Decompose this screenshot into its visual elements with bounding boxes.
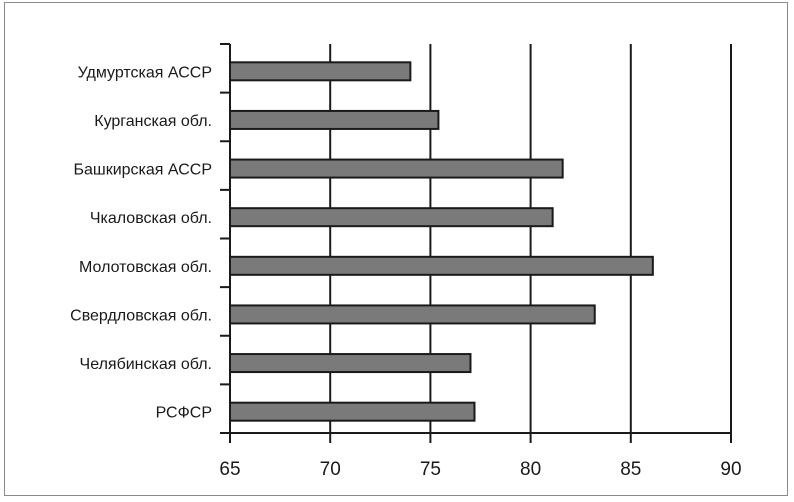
grid-lines	[329, 44, 732, 443]
category-label: Башкирская АССР	[73, 162, 212, 179]
x-tick-label: 75	[420, 459, 441, 480]
bar	[229, 304, 596, 325]
bar	[229, 61, 412, 82]
x-tick-label: 70	[320, 459, 341, 480]
category-label: Удмуртская АССР	[78, 64, 212, 81]
bar	[229, 158, 564, 179]
x-tick-label: 85	[620, 459, 641, 480]
bar	[229, 207, 554, 228]
category-label: Чкаловская обл.	[90, 210, 212, 227]
bars	[229, 61, 654, 422]
x-tick-label: 65	[219, 459, 240, 480]
labels: 65 70 75 80 85 90 Удмуртская АССР Курганская об…	[70, 64, 741, 480]
category-label: Свердловская обл.	[70, 307, 212, 324]
category-label: Курганская обл.	[94, 113, 212, 130]
axes	[220, 43, 731, 443]
bar	[229, 353, 472, 374]
x-tick-label: 80	[520, 459, 541, 480]
category-label: Молотовская обл.	[79, 259, 212, 276]
category-label: РСФСР	[156, 405, 212, 422]
bar	[229, 109, 440, 130]
x-tick-label: 90	[720, 459, 741, 480]
bar	[229, 255, 654, 276]
category-label: Челябинская обл.	[80, 356, 212, 373]
bar	[229, 401, 476, 422]
